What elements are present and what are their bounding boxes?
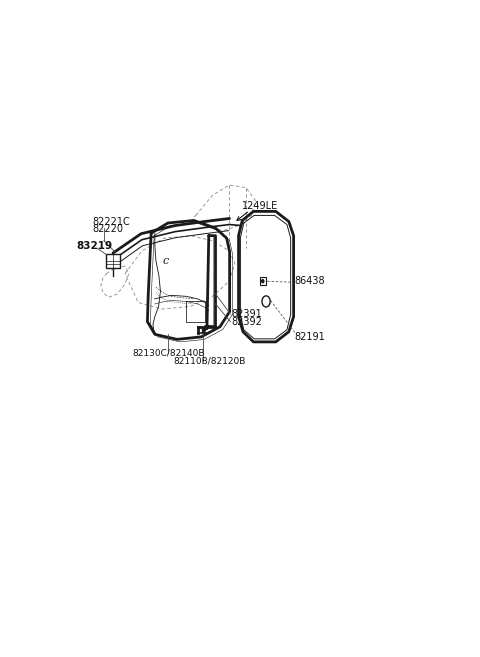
Text: 1249LE: 1249LE (242, 201, 278, 212)
Bar (260, 277, 266, 285)
Text: 82191: 82191 (294, 332, 325, 342)
Text: 82130C/82140B: 82130C/82140B (132, 348, 205, 357)
Text: 82221C: 82221C (93, 217, 131, 227)
Text: 82110B/82120B: 82110B/82120B (173, 356, 246, 365)
FancyBboxPatch shape (106, 254, 120, 268)
Circle shape (262, 296, 270, 307)
Text: 83219: 83219 (77, 240, 113, 251)
Circle shape (262, 280, 264, 283)
Text: c: c (163, 256, 169, 266)
Text: 86438: 86438 (294, 276, 325, 286)
Text: 82220: 82220 (93, 224, 124, 234)
Text: 82392: 82392 (232, 317, 263, 327)
Text: 82391: 82391 (232, 309, 263, 319)
